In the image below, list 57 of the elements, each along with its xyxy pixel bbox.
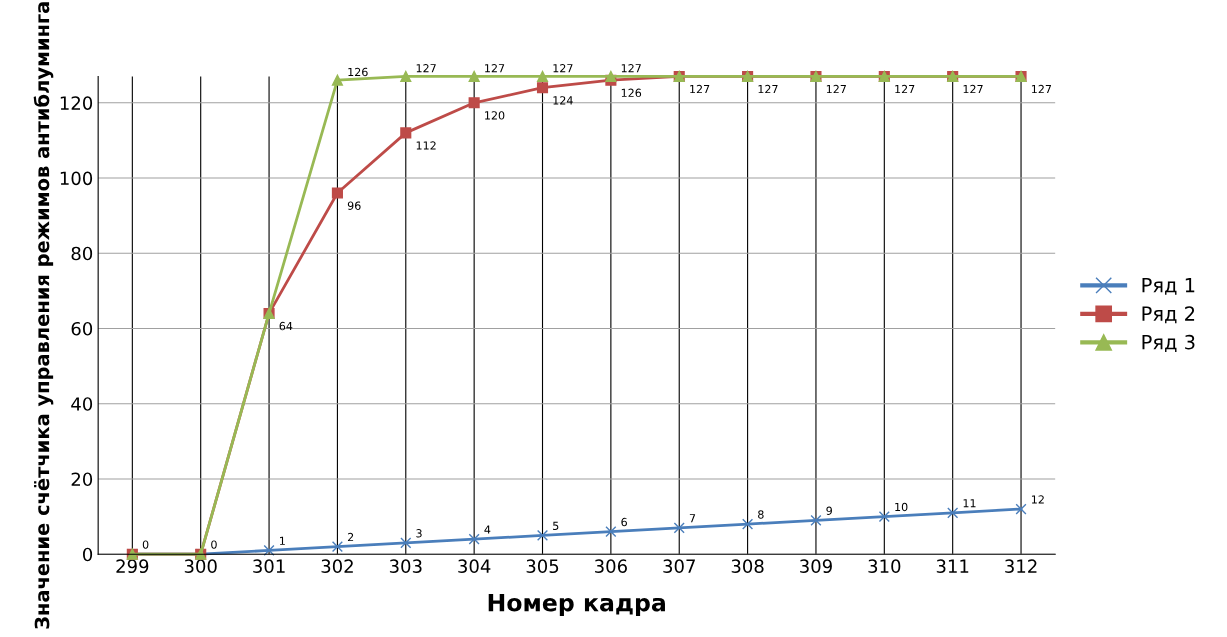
data-label: 4 (484, 525, 491, 534)
x-axis-title: Номер кадра (488, 593, 665, 617)
data-label: 127 (690, 84, 710, 94)
data-label: 127 (416, 64, 436, 73)
data-label: 127 (553, 64, 573, 73)
data-label: 8 (758, 510, 764, 519)
x-tick-label: 310 (868, 559, 901, 574)
y-tick-label: 100 (60, 171, 93, 186)
y-tick-label: 120 (60, 96, 93, 110)
data-label: 127 (963, 84, 983, 94)
data-label: 2 (347, 532, 354, 542)
data-label: 3 (416, 529, 422, 538)
data-label: 120 (485, 111, 505, 120)
data-label: 6 (621, 517, 627, 527)
data-label: 127 (758, 84, 778, 94)
data-label: 0 (142, 540, 149, 549)
x-tick-label: 299 (116, 559, 149, 574)
legend-label: Ряд 3 (1142, 334, 1195, 352)
data-label: 127 (621, 64, 641, 73)
data-label: 127 (826, 84, 846, 94)
x-tick-label: 307 (663, 559, 695, 574)
data-label: 0 (211, 540, 217, 549)
data-label: 9 (826, 506, 832, 515)
data-label: 1 (280, 536, 285, 545)
data-label: 112 (416, 141, 436, 150)
x-tick-label: 312 (1005, 559, 1037, 574)
data-label: 7 (689, 514, 696, 523)
data-label: 126 (348, 67, 368, 77)
data-label: 127 (485, 64, 505, 73)
x-tick-label: 302 (321, 559, 353, 574)
y-axis-title: Значение счётчика управления режимов антиблуминга (33, 2, 54, 629)
x-tick-label: 301 (253, 559, 285, 574)
x-tick-label: 311 (936, 559, 969, 574)
x-tick-label: 308 (731, 559, 764, 574)
y-tick-label: 40 (71, 397, 93, 411)
x-tick-label: 309 (800, 559, 832, 574)
data-label: 12 (1031, 495, 1044, 504)
y-tick-label: 0 (83, 547, 93, 562)
data-label: 124 (553, 96, 573, 105)
data-label: 127 (1031, 84, 1052, 94)
x-tick-label: 305 (526, 559, 559, 574)
data-label: 5 (553, 521, 559, 530)
data-label: 96 (347, 201, 361, 210)
data-label: 10 (895, 502, 908, 512)
x-tick-label: 304 (458, 559, 491, 574)
x-tick-label: 303 (389, 559, 422, 574)
y-tick-label: 60 (71, 321, 93, 336)
x-tick-label: 306 (595, 559, 627, 574)
x-tick-label: 300 (184, 559, 217, 574)
legend-label: Ряд 1 (1142, 277, 1195, 295)
data-label: 126 (621, 88, 642, 98)
legend-label: Ряд 2 (1142, 306, 1195, 324)
data-label: 127 (895, 84, 915, 94)
y-tick-label: 20 (71, 472, 93, 487)
y-tick-label: 80 (71, 246, 93, 261)
data-label: 11 (963, 499, 976, 508)
data-label: 64 (279, 321, 293, 331)
